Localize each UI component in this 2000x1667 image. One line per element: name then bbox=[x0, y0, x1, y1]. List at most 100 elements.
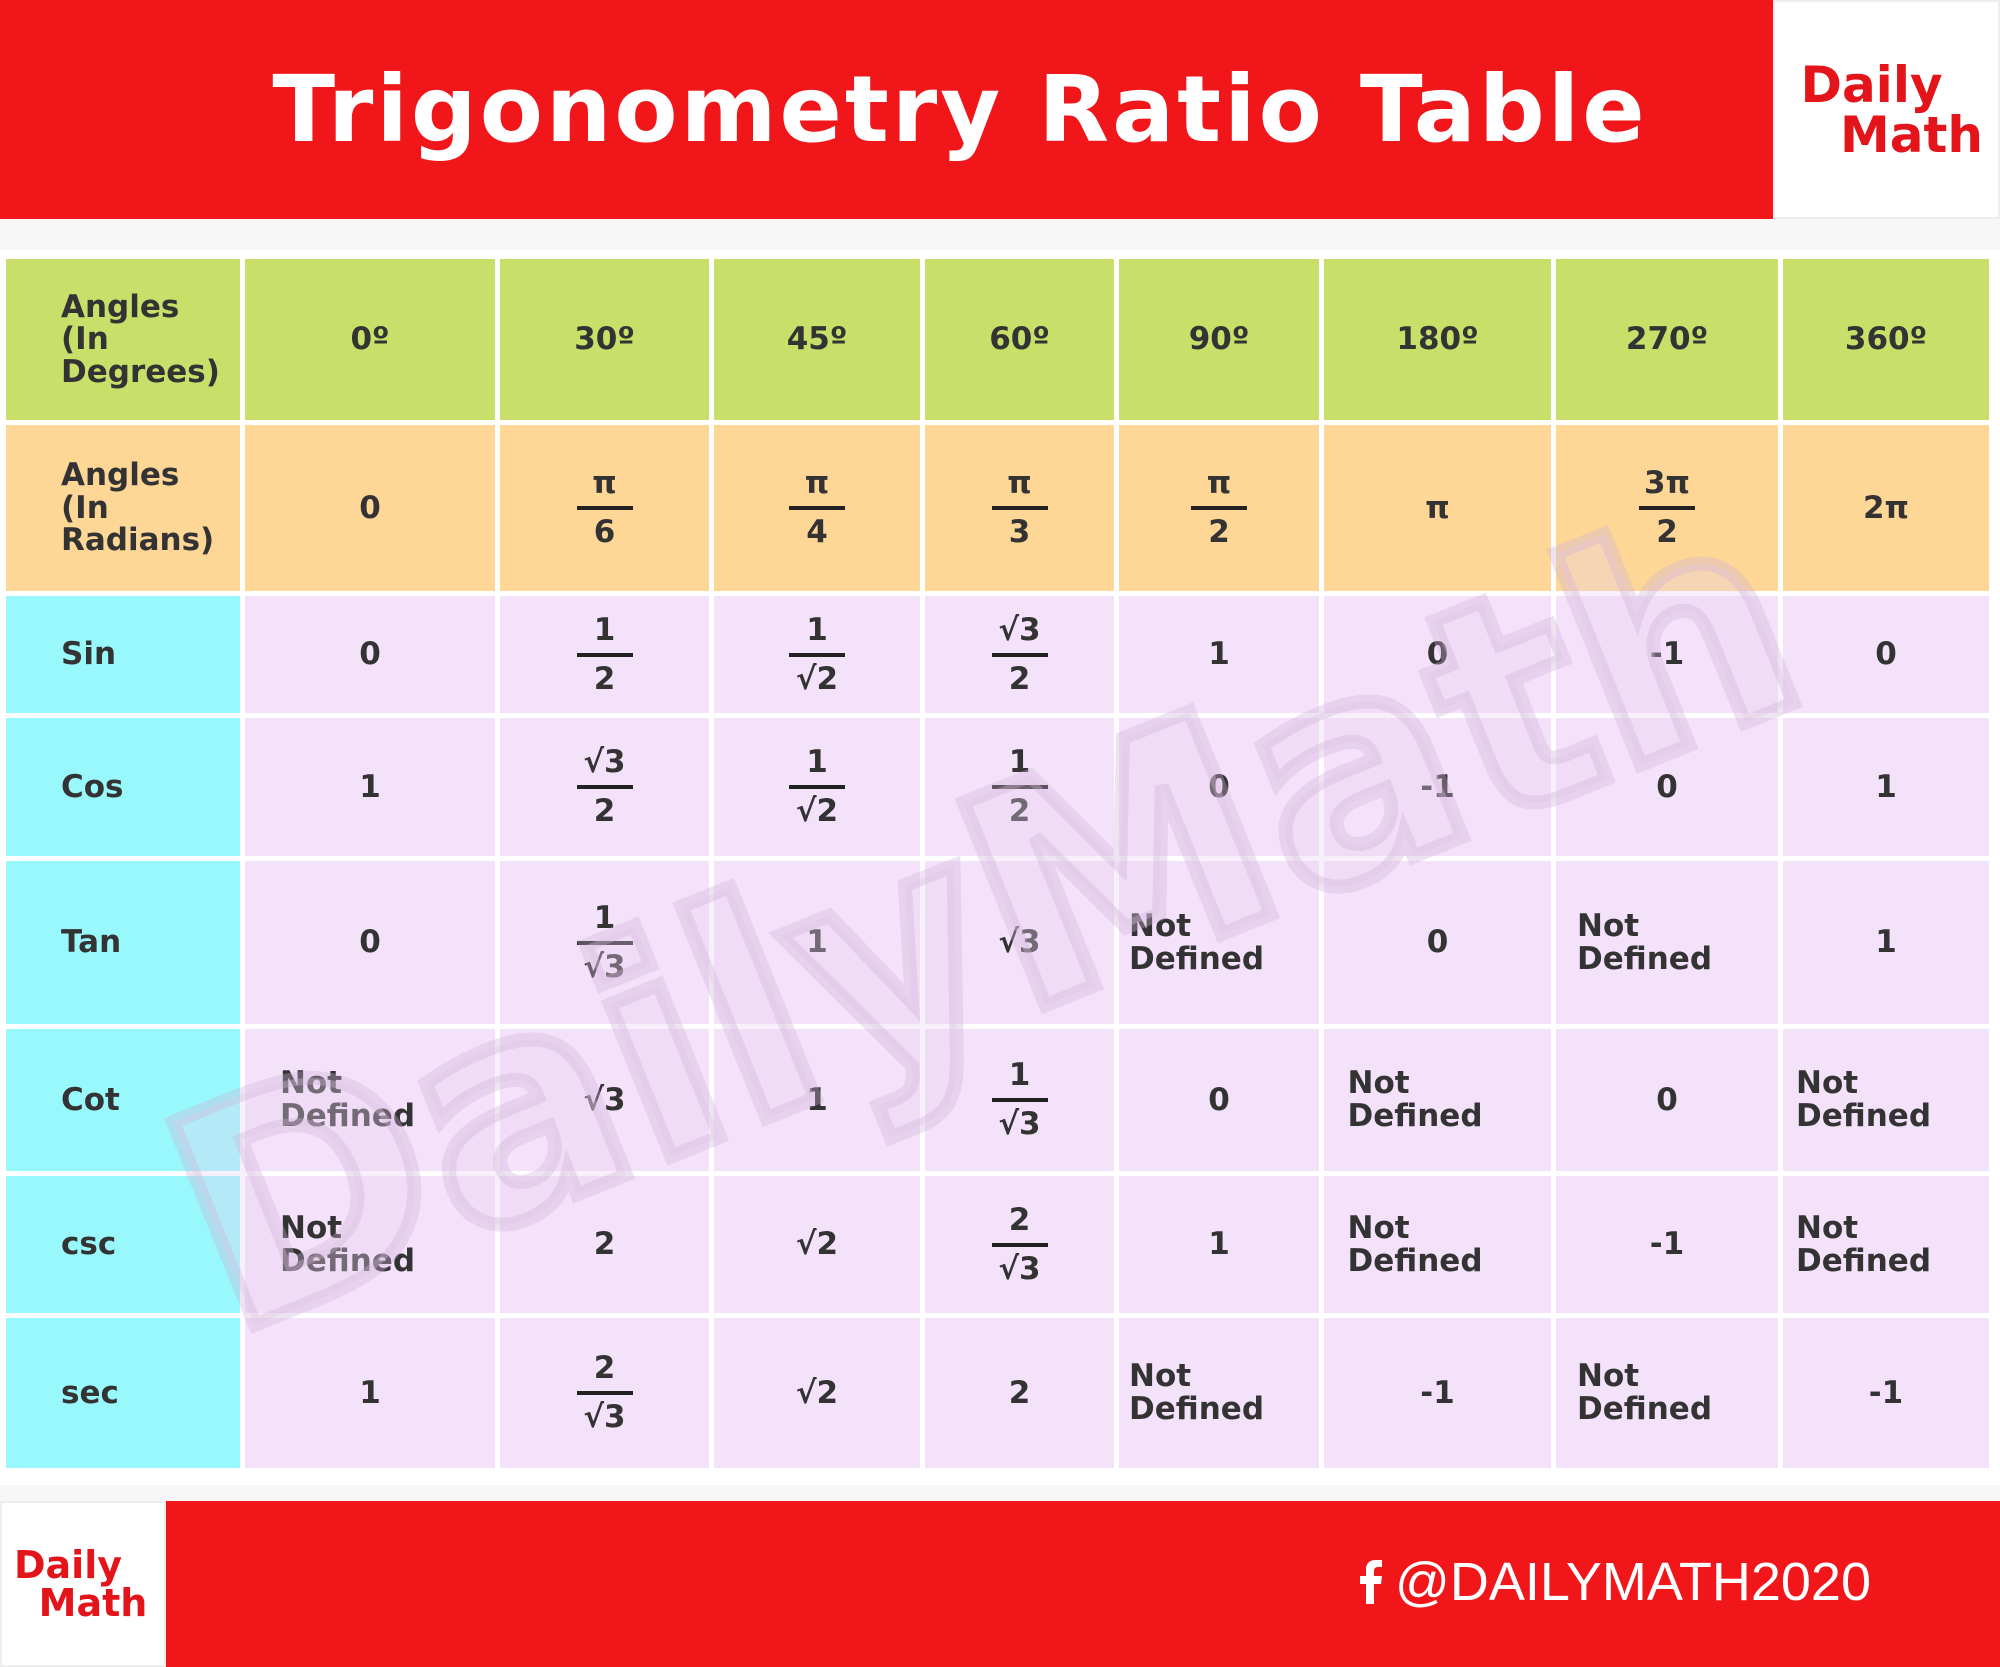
cell-text: -1 bbox=[1649, 1226, 1685, 1263]
cell: Not Defined bbox=[1783, 1176, 1989, 1313]
fraction: 1 √3 bbox=[991, 1057, 1048, 1140]
cell-text: 270º bbox=[1625, 321, 1709, 358]
cell-text: Not Defined bbox=[1129, 1358, 1265, 1427]
cell: 1 bbox=[714, 1029, 920, 1171]
numerator: 3π bbox=[1643, 465, 1691, 502]
cell-text: 0 bbox=[1208, 768, 1230, 805]
cell-text: -1 bbox=[1649, 636, 1685, 673]
denominator: √2 bbox=[795, 660, 839, 697]
cell-text: 0 bbox=[1656, 1081, 1678, 1118]
cell-text: 1 bbox=[1208, 636, 1230, 673]
cell-text: 1 bbox=[1875, 924, 1897, 961]
numerator: 1 bbox=[1008, 744, 1031, 781]
numerator: π bbox=[592, 465, 617, 502]
cell-text: -1 bbox=[1868, 1374, 1904, 1411]
fraction: 1 √3 bbox=[576, 899, 633, 983]
fraction-bar bbox=[576, 506, 633, 510]
numerator: √3 bbox=[998, 611, 1041, 648]
cell-text: -1 bbox=[1420, 1374, 1455, 1411]
fraction-bar bbox=[1191, 506, 1247, 510]
row-label: sec bbox=[6, 1318, 240, 1468]
row-label: Angles (In Radians) bbox=[6, 425, 240, 591]
fraction: 3π 2 bbox=[1639, 467, 1695, 548]
cell: 0º bbox=[245, 259, 495, 420]
cell-text: sec bbox=[61, 1374, 119, 1411]
fraction-bar bbox=[789, 652, 845, 657]
cell: 1 √2 bbox=[714, 596, 920, 713]
cell: 2 bbox=[500, 1176, 709, 1313]
cell-text: 0 bbox=[1208, 1081, 1230, 1118]
cell: √3 bbox=[500, 1029, 709, 1171]
cell-text: 2 bbox=[593, 1226, 616, 1263]
fraction: 2 √3 bbox=[576, 1350, 633, 1433]
cell: π bbox=[1324, 425, 1551, 591]
cell: Not Defined bbox=[245, 1029, 495, 1171]
cell: 2π bbox=[1783, 425, 1989, 591]
cell: 1 bbox=[245, 1318, 495, 1468]
cell: 180º bbox=[1324, 259, 1551, 420]
cell-text: 360º bbox=[1844, 321, 1928, 358]
logo: Daily Math bbox=[1773, 0, 2000, 219]
header-bar bbox=[0, 0, 2000, 219]
cell-text: 1 bbox=[359, 1374, 381, 1411]
cell: 0 bbox=[1119, 718, 1319, 856]
fraction-bar bbox=[991, 1098, 1048, 1102]
title: Trigonometry Ratio Table bbox=[272, 56, 1648, 163]
cell-text: Cos bbox=[61, 768, 124, 805]
cell-text: 0 bbox=[359, 924, 381, 961]
numerator: 1 bbox=[593, 899, 616, 936]
denominator: 3 bbox=[1008, 514, 1031, 550]
numerator: 2 bbox=[593, 1350, 616, 1387]
cell-text: 2π bbox=[1862, 489, 1910, 526]
numerator: 1 bbox=[1008, 1057, 1031, 1094]
cell-text: 0 bbox=[1875, 636, 1897, 673]
cell: 30º bbox=[500, 259, 709, 420]
cell-text: √3 bbox=[583, 1081, 626, 1118]
cell-text: 2 bbox=[1008, 1374, 1031, 1411]
row-label: Cos bbox=[6, 718, 240, 856]
cell: Not Defined bbox=[1556, 1318, 1778, 1468]
denominator: √2 bbox=[795, 793, 839, 829]
social-handle: @DAILYMATH2020 bbox=[1395, 1552, 1871, 1612]
cell-text: 0º bbox=[350, 321, 390, 358]
logo-text: Math bbox=[1840, 105, 1983, 164]
cell-text: Not Defined bbox=[1129, 907, 1265, 977]
cell: 1 √3 bbox=[500, 861, 709, 1024]
logo-text: Math bbox=[38, 1581, 148, 1625]
fraction-bar bbox=[576, 785, 633, 789]
footer-bar bbox=[0, 1501, 2000, 1667]
cell-text: Not Defined bbox=[280, 1065, 416, 1134]
numerator: π bbox=[804, 465, 830, 502]
numerator: 1 bbox=[593, 611, 616, 648]
numerator: π bbox=[1206, 465, 1232, 502]
cell-text: 45º bbox=[786, 321, 848, 358]
cell: -1 bbox=[1556, 1176, 1778, 1313]
denominator: √3 bbox=[998, 1250, 1041, 1287]
cell: 0 bbox=[1324, 596, 1551, 713]
cell-text: π bbox=[1425, 489, 1450, 526]
cell: √3 2 bbox=[500, 718, 709, 856]
denominator: 2 bbox=[1208, 514, 1230, 550]
cell: 0 bbox=[1324, 861, 1551, 1024]
numerator: 1 bbox=[806, 744, 828, 781]
numerator: 1 bbox=[806, 611, 828, 648]
cell-text: √2 bbox=[795, 1226, 839, 1263]
fraction: √3 2 bbox=[576, 746, 633, 827]
cell: 1 bbox=[1119, 1176, 1319, 1313]
cell: 360º bbox=[1783, 259, 1989, 420]
cell: √2 bbox=[714, 1318, 920, 1468]
logo-text: Daily bbox=[1800, 55, 1943, 114]
cell-text: Not Defined bbox=[1577, 1358, 1713, 1427]
cell-text: √2 bbox=[795, 1374, 839, 1411]
denominator: 6 bbox=[593, 514, 616, 550]
cell: Not Defined bbox=[1119, 861, 1319, 1024]
fraction-bar bbox=[991, 506, 1048, 510]
